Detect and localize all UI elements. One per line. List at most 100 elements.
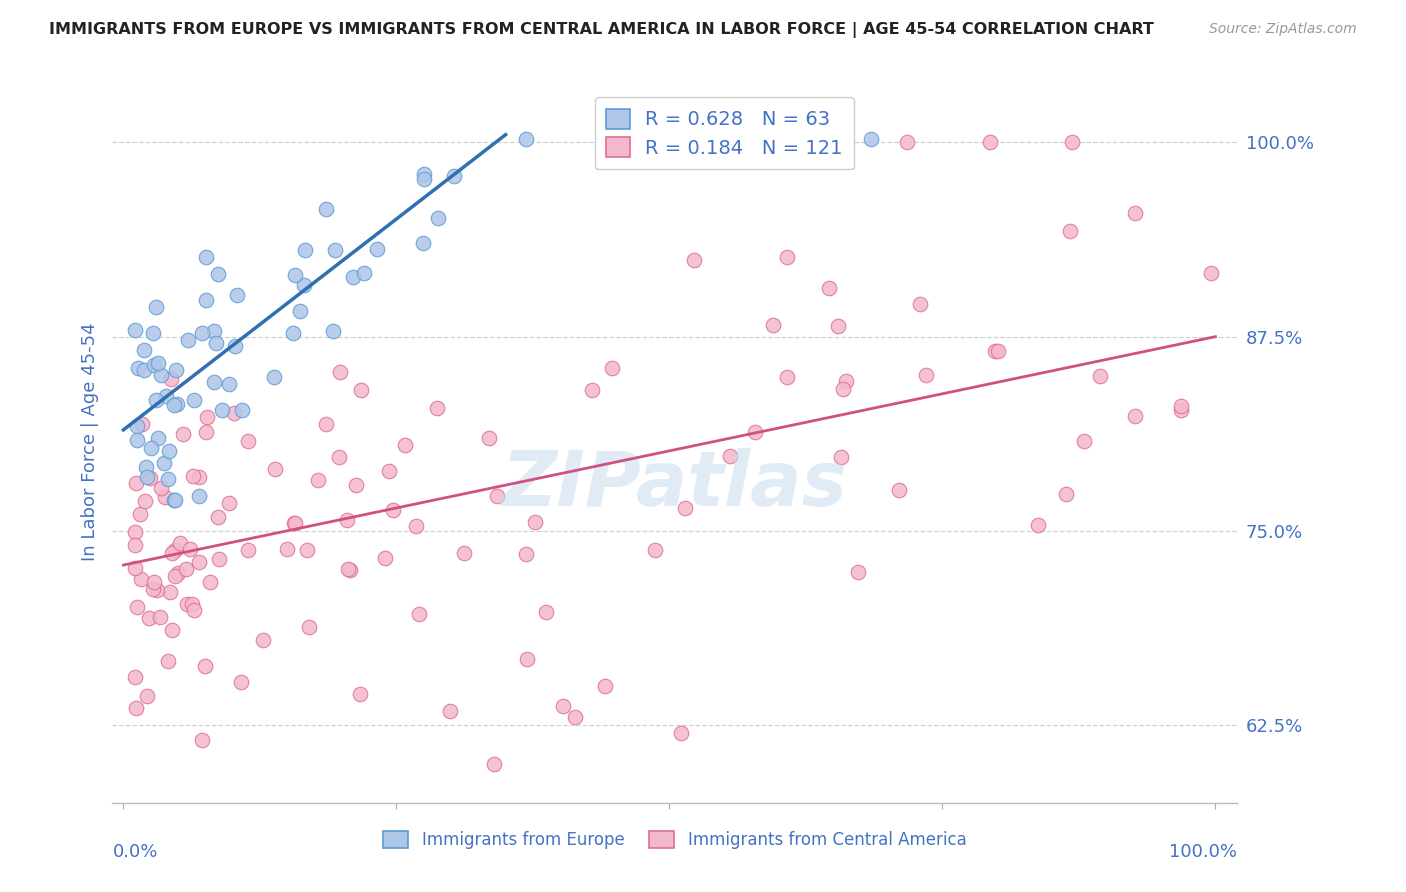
Point [673, 501, 696, 516]
Point [564, 710, 586, 724]
Text: 0.0%: 0.0% [112, 843, 157, 861]
Point [288, 303, 311, 318]
Point [139, 470, 162, 484]
Point [1123, 206, 1146, 220]
Point [149, 481, 172, 495]
Text: Source: ZipAtlas.com: Source: ZipAtlas.com [1209, 22, 1357, 37]
Point [135, 469, 157, 483]
Point [374, 550, 396, 565]
Point [695, 132, 717, 146]
Point [744, 425, 766, 439]
Point [315, 417, 337, 432]
Point [218, 496, 240, 510]
Point [329, 365, 352, 379]
Point [145, 393, 167, 408]
Point [208, 551, 231, 566]
Point [264, 462, 287, 476]
Point [172, 427, 194, 442]
Point [1059, 224, 1081, 238]
Point [832, 382, 855, 396]
Point [124, 670, 146, 684]
Point [350, 383, 373, 397]
Point [149, 368, 172, 383]
Point [207, 267, 229, 281]
Point [198, 574, 221, 589]
Point [1026, 518, 1049, 533]
Point [134, 343, 156, 357]
Point [188, 489, 211, 503]
Point [143, 359, 166, 373]
Point [146, 582, 169, 597]
Point [159, 372, 181, 386]
Point [889, 483, 911, 497]
Point [127, 600, 149, 615]
Point [827, 319, 849, 334]
Point [124, 525, 146, 540]
Point [283, 516, 305, 531]
Point [131, 417, 153, 432]
Point [204, 376, 226, 390]
Point [426, 211, 449, 225]
Point [765, 132, 787, 146]
Point [252, 632, 274, 647]
Point [169, 536, 191, 550]
Point [157, 654, 180, 668]
Point [405, 519, 427, 533]
Point [129, 572, 152, 586]
Point [180, 597, 202, 611]
Point [896, 136, 918, 150]
Point [349, 687, 371, 701]
Point [135, 459, 157, 474]
Point [195, 293, 218, 307]
Point [339, 563, 361, 577]
Point [426, 401, 449, 416]
Point [835, 374, 858, 388]
Point [224, 406, 246, 420]
Point [153, 456, 176, 470]
Point [439, 704, 461, 718]
Point [987, 344, 1010, 359]
Point [848, 565, 870, 579]
Point [187, 469, 209, 483]
Point [127, 418, 149, 433]
Point [231, 675, 253, 690]
Point [453, 546, 475, 560]
Point [174, 562, 197, 576]
Point [191, 733, 214, 747]
Point [353, 266, 375, 280]
Legend: Immigrants from Europe, Immigrants from Central America: Immigrants from Europe, Immigrants from … [377, 824, 973, 856]
Point [669, 726, 692, 740]
Point [142, 326, 165, 341]
Text: ZIPatlas: ZIPatlas [502, 448, 848, 522]
Point [308, 473, 330, 487]
Point [336, 562, 359, 576]
Point [238, 542, 260, 557]
Point [145, 300, 167, 314]
Point [135, 689, 157, 703]
Point [138, 610, 160, 624]
Point [644, 543, 666, 558]
Point [482, 756, 505, 771]
Point [412, 167, 434, 181]
Point [127, 360, 149, 375]
Point [211, 402, 233, 417]
Point [381, 503, 404, 517]
Point [979, 136, 1001, 150]
Point [551, 698, 574, 713]
Point [593, 679, 616, 693]
Point [1088, 368, 1111, 383]
Point [914, 368, 936, 382]
Point [294, 244, 316, 258]
Point [1170, 399, 1192, 413]
Point [176, 597, 198, 611]
Point [1170, 403, 1192, 417]
Point [163, 569, 186, 583]
Point [315, 202, 337, 217]
Point [1123, 409, 1146, 423]
Point [191, 326, 214, 341]
Point [276, 542, 298, 557]
Point [159, 585, 181, 599]
Point [443, 169, 465, 183]
Point [194, 250, 217, 264]
Point [408, 607, 430, 622]
